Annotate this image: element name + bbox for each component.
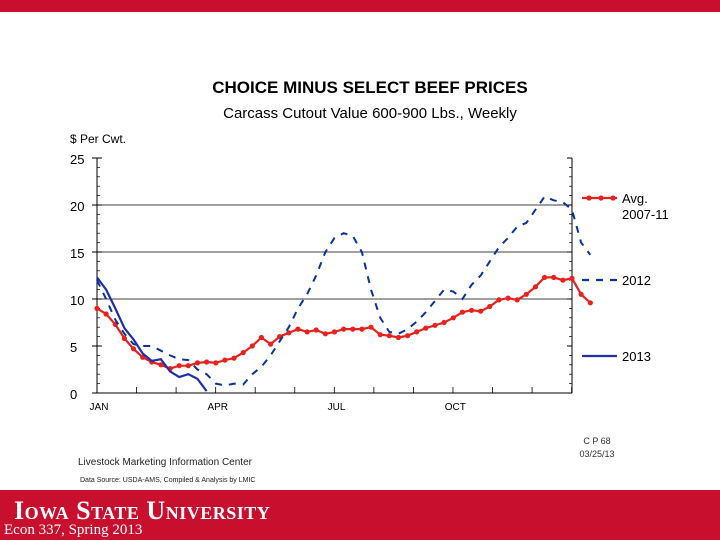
- series-point: [249, 343, 255, 349]
- series-point: [341, 326, 347, 332]
- series-line-2: [96, 276, 208, 392]
- series-point: [213, 360, 219, 366]
- series-point: [569, 275, 575, 281]
- series-point: [204, 359, 210, 365]
- y-tick-label: 0: [70, 387, 77, 402]
- series-point: [532, 284, 539, 290]
- series-point: [395, 334, 401, 341]
- series-point: [450, 315, 456, 321]
- series-point: [295, 326, 301, 332]
- series-point: [258, 334, 264, 341]
- series-point: [331, 329, 338, 335]
- top-accent-bar: [0, 0, 720, 12]
- series-point: [185, 363, 191, 369]
- series-point: [587, 300, 593, 306]
- series-point: [240, 350, 246, 356]
- series-point: [103, 311, 109, 317]
- series-point: [286, 330, 292, 336]
- source-org: Livestock Marketing Information Center: [78, 457, 253, 468]
- series-point: [176, 363, 182, 369]
- x-tick-label: JUL: [328, 402, 346, 413]
- chart-code: C P 68: [583, 436, 610, 446]
- series-point: [359, 326, 365, 332]
- series-point: [560, 277, 566, 283]
- university-wordmark: Iowa State University: [14, 496, 271, 525]
- series-point: [487, 303, 493, 310]
- series-point: [368, 324, 374, 330]
- series-point: [158, 362, 164, 368]
- series-point: [350, 326, 356, 332]
- series-group: [94, 195, 593, 392]
- y-tick-label: 20: [70, 199, 84, 214]
- legend-marker: [610, 195, 616, 201]
- series-point: [194, 360, 201, 366]
- y-axis-label: $ Per Cwt.: [70, 132, 126, 146]
- axis-ticks: 0 5 10 15 20 25 JAN APR JUL OCT: [70, 152, 573, 413]
- chart-subtitle: Carcass Cutout Value 600-900 Lbs., Weekl…: [223, 105, 517, 122]
- legend-marker: [598, 195, 604, 201]
- series-point: [231, 355, 237, 361]
- series-point: [551, 274, 557, 280]
- series-point: [441, 319, 447, 326]
- gridlines: [97, 204, 572, 300]
- series-point: [414, 329, 420, 335]
- series-point: [268, 341, 274, 347]
- series-point: [140, 354, 146, 360]
- series-point: [523, 291, 529, 297]
- legend-marker: [586, 195, 592, 201]
- y-tick-label: 5: [70, 340, 77, 355]
- legend-label: Avg.: [622, 191, 648, 206]
- chart-title: CHOICE MINUS SELECT BEEF PRICES: [212, 78, 527, 97]
- series-point: [94, 305, 100, 311]
- series-point: [542, 274, 548, 280]
- series-point: [578, 291, 584, 297]
- x-tick-label: JAN: [90, 402, 109, 413]
- legend-label: 2012: [622, 273, 651, 288]
- series-point: [313, 327, 319, 333]
- series-point: [304, 329, 310, 335]
- series-point: [322, 331, 328, 337]
- beef-price-chart: CHOICE MINUS SELECT BEEF PRICES Carcass …: [70, 78, 669, 484]
- legend-label: 2007-11: [622, 207, 669, 222]
- x-tick-label: APR: [207, 402, 228, 413]
- series-point: [130, 346, 137, 352]
- x-tick-label: OCT: [445, 402, 466, 413]
- series-point: [423, 325, 429, 331]
- plot-frame: [96, 158, 573, 394]
- chart-date: 03/25/13: [579, 449, 614, 459]
- footer-bar: [0, 490, 720, 540]
- series-point: [496, 297, 502, 303]
- series-point: [377, 332, 383, 338]
- series-point: [121, 335, 127, 342]
- legend: Avg.2007-11 2012 2013: [582, 191, 669, 364]
- y-tick-label: 25: [70, 152, 84, 167]
- series-point: [478, 308, 484, 314]
- course-label: Econ 337, Spring 2013: [4, 522, 143, 538]
- series-point: [386, 333, 392, 339]
- series-point: [222, 357, 228, 363]
- data-source: Data Source: USDA-AMS, Compiled & Analys…: [80, 477, 255, 484]
- y-tick-label: 10: [70, 293, 84, 308]
- series-point: [505, 295, 511, 301]
- series-point: [514, 297, 520, 303]
- series-point: [468, 307, 475, 313]
- series-line-1: [96, 195, 592, 387]
- y-tick-label: 15: [70, 246, 84, 261]
- legend-label: 2013: [622, 349, 651, 364]
- series-point: [405, 333, 411, 339]
- series-point: [432, 322, 438, 328]
- series-point: [459, 309, 465, 315]
